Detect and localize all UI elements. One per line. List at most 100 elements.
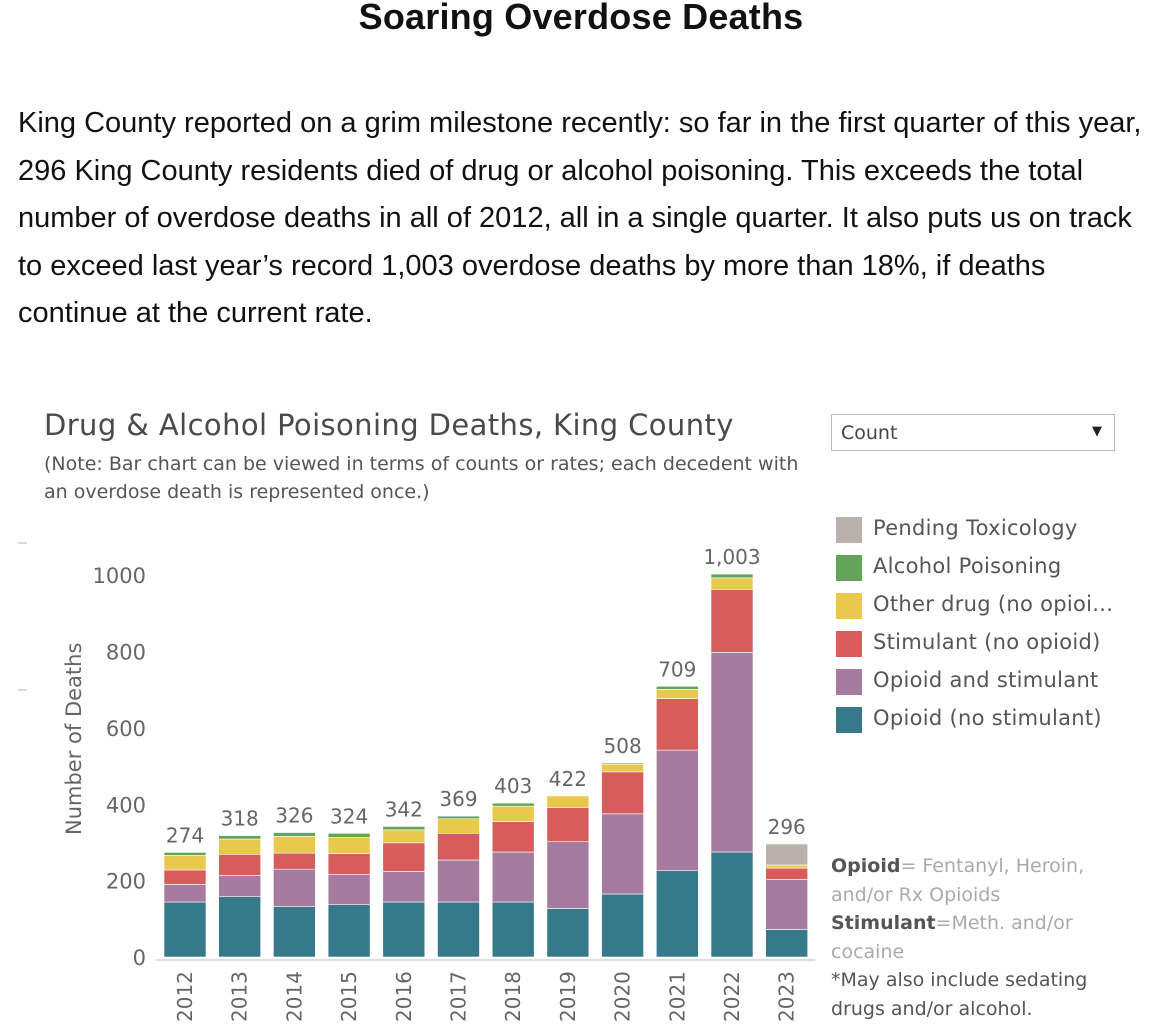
bar-total-label: 318: [221, 807, 259, 831]
x-tick-label: 2015: [337, 971, 361, 1022]
bar-segment: [546, 795, 590, 808]
legend-swatch: [836, 517, 862, 543]
page-title: Soaring Overdose Deaths: [358, 0, 804, 37]
bar-segment: [546, 841, 590, 909]
legend-label: Alcohol Poisoning: [873, 554, 1062, 578]
y-tick-label: 400: [106, 793, 146, 817]
legend-label: Opioid (no stimulant): [873, 706, 1102, 730]
x-tick-label: 2023: [775, 971, 799, 1022]
bar-segment: [218, 853, 261, 876]
bar-segment: [382, 842, 426, 872]
x-tick-label: 2018: [501, 971, 525, 1022]
bar-segment: [327, 837, 371, 854]
bar-segment: [601, 893, 644, 958]
bar-segment: [491, 802, 535, 807]
legend-swatch: [836, 555, 862, 581]
stimulant-definition: =Meth. and/or cocaine: [831, 912, 1073, 963]
bar-segment: [655, 686, 699, 690]
bar-segment: [382, 829, 426, 844]
bar-segment: [218, 874, 261, 897]
bar-total-label: 326: [275, 804, 313, 828]
bar-segment: [546, 908, 590, 958]
legend-swatch: [836, 631, 862, 657]
bar-segment: [218, 838, 261, 855]
legend-label: Opioid and stimulant: [873, 668, 1099, 692]
bar-segment: [218, 896, 261, 958]
bar-segment: [437, 901, 480, 958]
opioid-key: Opioid: [831, 855, 901, 877]
y-tick-label: 1000: [93, 564, 146, 588]
bar-segment: [163, 901, 207, 958]
bar-total-label: 1,003: [703, 545, 760, 569]
article-paragraph: King County reported on a grim milestone…: [18, 107, 1142, 329]
x-tick-label: 2022: [720, 971, 744, 1022]
bar-segment: [273, 868, 316, 907]
opioid-definition: = Fentanyl, Heroin, and/or Rx Opioids: [831, 855, 1085, 906]
bar-segment: [710, 851, 754, 958]
bar-segment: [437, 859, 480, 903]
dashboard-title: Drug & Alcohol Poisoning Deaths, King Co…: [44, 408, 734, 442]
bar-segment: [546, 807, 590, 842]
bar-segment: [601, 813, 644, 895]
sedating-note: *May also include sedating drugs and/or …: [831, 969, 1088, 1020]
x-tick-label: 2020: [611, 971, 635, 1022]
chart-footnotes: Opioid= Fentanyl, Heroin, and/or Rx Opio…: [831, 852, 1131, 1023]
bar-segment: [655, 698, 699, 751]
bar-segment: [327, 904, 371, 958]
y-tick-label: 600: [106, 717, 146, 741]
y-axis-title: Number of Deaths: [62, 643, 86, 835]
measure-dropdown[interactable]: Count ▼: [831, 414, 1115, 451]
bar-segment: [601, 763, 644, 773]
bar-total-label: 403: [494, 774, 532, 798]
bar-segment: [218, 835, 261, 840]
bar-total-label: 296: [768, 815, 806, 839]
bar-total-label: 369: [439, 787, 477, 811]
bar-segment: [491, 901, 535, 958]
bar-segment: [710, 652, 754, 853]
legend-swatch: [836, 669, 862, 695]
y-tick-label: 200: [106, 870, 146, 894]
bar-total-label: 422: [549, 767, 587, 791]
legend-label: Other drug (no opioi...: [873, 592, 1114, 616]
bar-segment: [655, 689, 699, 699]
bar-segment: [382, 901, 426, 958]
bar-segment: [327, 874, 371, 905]
x-tick-label: 2019: [556, 971, 580, 1022]
bar-segment: [327, 832, 371, 838]
legend-label: Stimulant (no opioid): [873, 630, 1101, 654]
bar-segment: [437, 815, 480, 820]
bar-segment: [273, 832, 316, 837]
bar-segment: [710, 577, 754, 590]
bar-segment: [765, 929, 809, 958]
bar-segment: [491, 851, 535, 903]
bar-segment: [437, 832, 480, 861]
stimulant-key: Stimulant: [831, 912, 936, 934]
bar-segment: [765, 843, 809, 866]
bar-total-label: 324: [330, 804, 368, 828]
x-tick-label: 2016: [392, 971, 416, 1022]
bar-total-label: 274: [166, 823, 204, 847]
bar-segment: [273, 836, 316, 854]
bar-segment: [601, 771, 644, 815]
x-tick-label: 2012: [173, 971, 197, 1022]
bar-total-label: 508: [604, 734, 642, 758]
dashboard-note: (Note: Bar chart can be viewed in terms …: [44, 453, 799, 503]
bar-segment: [382, 871, 426, 903]
bar-segment: [437, 818, 480, 834]
bar-segment: [710, 589, 754, 653]
bar-segment: [163, 884, 207, 903]
bar-segment: [163, 869, 207, 885]
bar-segment: [765, 879, 809, 930]
chevron-down-icon[interactable]: ▼: [1092, 424, 1102, 439]
y-tick-label: 0: [133, 946, 146, 970]
x-tick-label: 2013: [228, 971, 252, 1022]
bar-segment: [491, 805, 535, 822]
bar-segment: [273, 852, 316, 870]
bar-segment: [710, 573, 754, 579]
bar-segment: [273, 906, 316, 958]
bar-total-label: 342: [385, 797, 423, 821]
x-tick-label: 2017: [447, 971, 471, 1022]
y-tick-label: 800: [106, 641, 146, 665]
bar-segment: [655, 870, 699, 958]
